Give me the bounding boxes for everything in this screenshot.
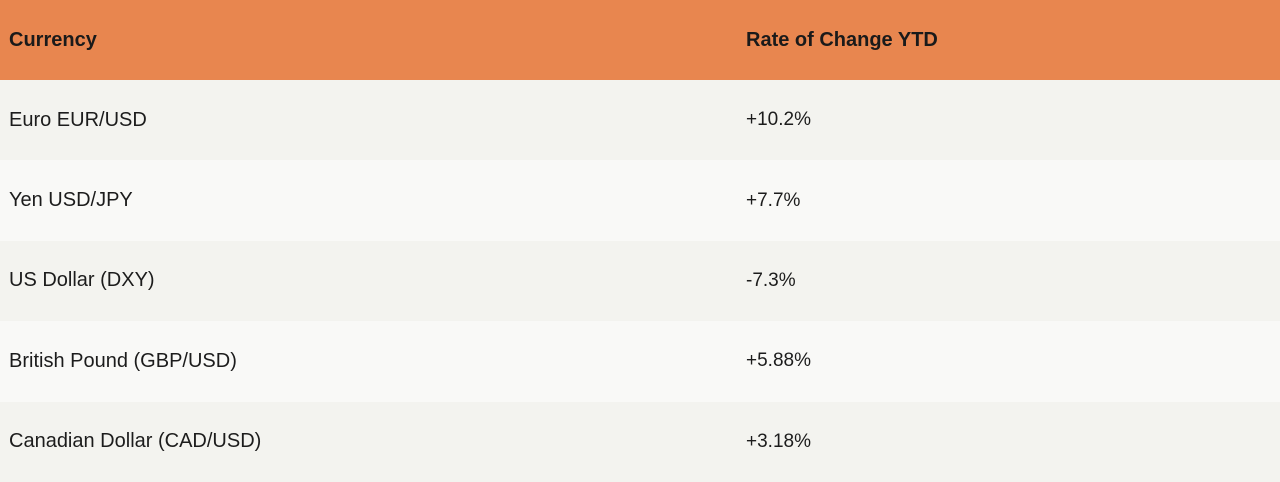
table-row: US Dollar (DXY) -7.3% [0, 240, 1280, 322]
table-row: Canadian Dollar (CAD/USD) +3.18% [0, 401, 1280, 482]
rate-cell: +3.18% [746, 430, 811, 452]
rate-cell: +5.88% [746, 350, 811, 372]
currency-cell: Euro EUR/USD [9, 108, 147, 131]
table-header: Currency Rate of Change YTD [0, 0, 1280, 80]
header-rate-of-change: Rate of Change YTD [746, 28, 938, 51]
table-row: Euro EUR/USD +10.2% [0, 80, 1280, 161]
header-row: Currency Rate of Change YTD [0, 0, 1280, 80]
rate-cell: +10.2% [746, 109, 811, 131]
currency-cell: British Pound (GBP/USD) [9, 349, 237, 372]
table-row: British Pound (GBP/USD) +5.88% [0, 321, 1280, 402]
currency-cell: Yen USD/JPY [9, 189, 133, 212]
rate-cell: -7.3% [746, 269, 796, 291]
currency-cell: US Dollar (DXY) [9, 269, 155, 292]
rate-cell: +7.7% [746, 189, 801, 211]
header-currency: Currency [9, 28, 97, 51]
table-row: Yen USD/JPY +7.7% [0, 160, 1280, 241]
currency-cell: Canadian Dollar (CAD/USD) [9, 430, 262, 453]
table-body: Euro EUR/USD +10.2% Yen USD/JPY +7.7% US… [0, 80, 1280, 482]
